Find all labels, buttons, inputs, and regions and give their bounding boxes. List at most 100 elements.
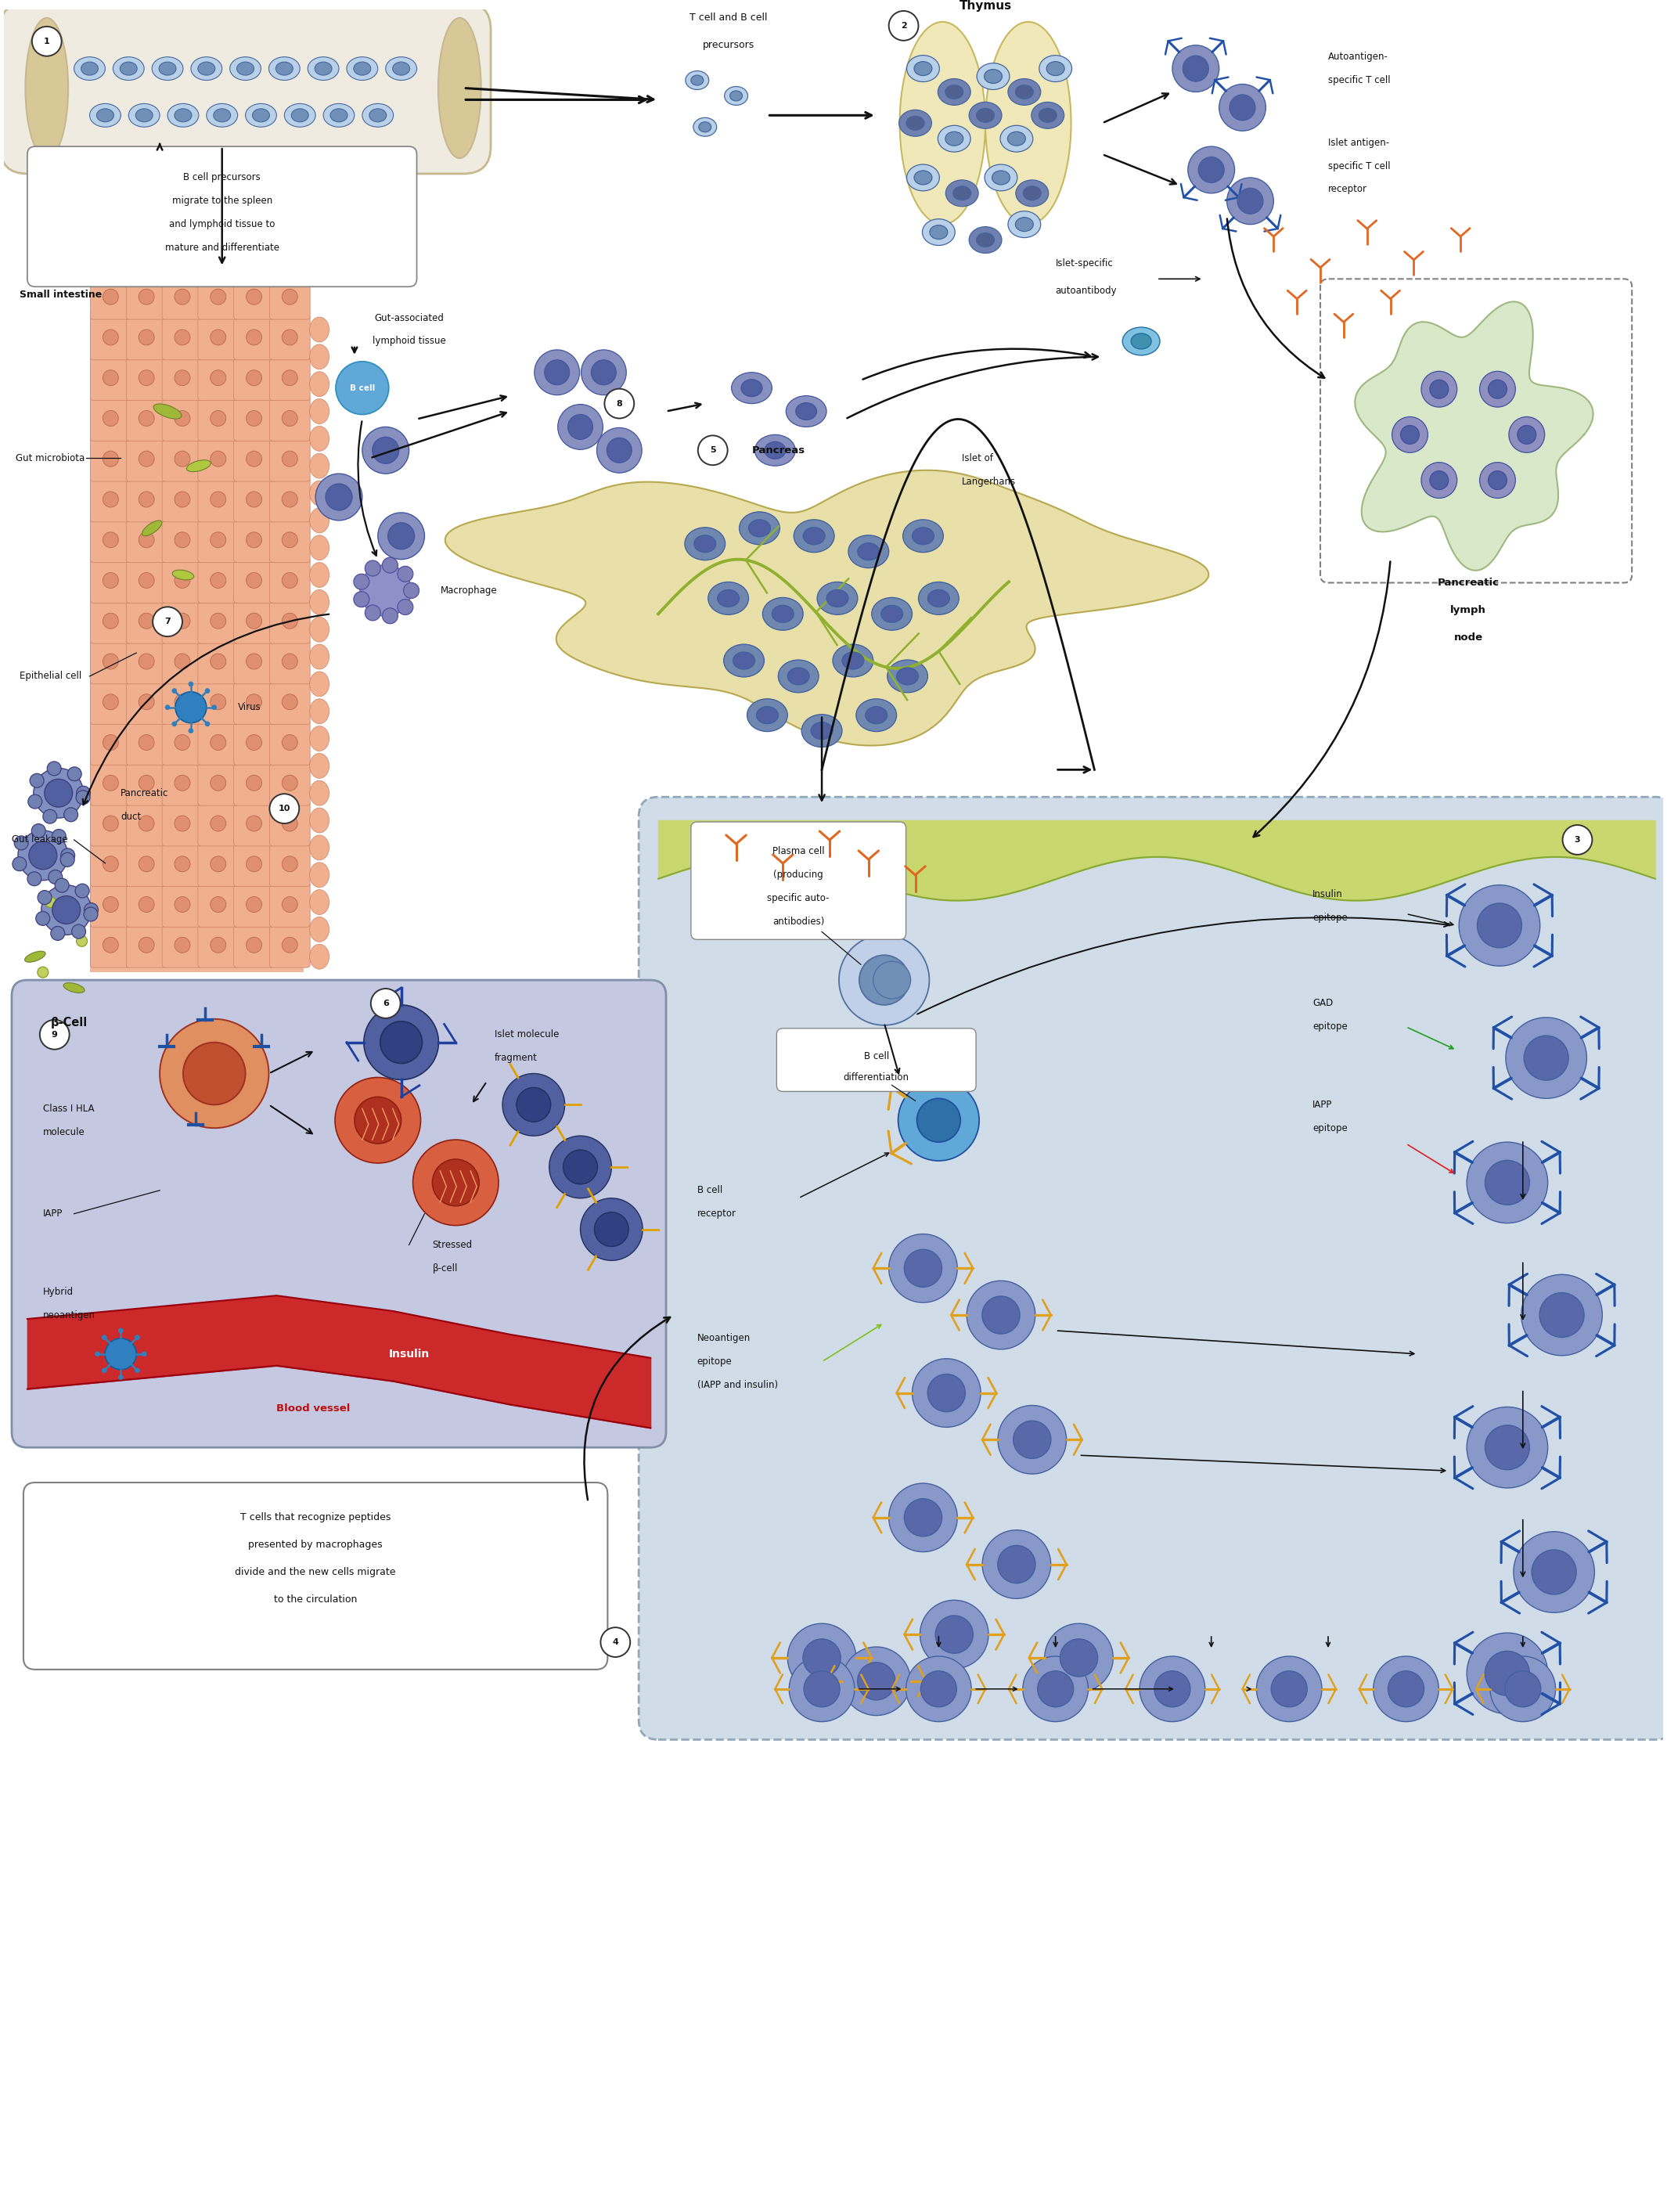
FancyBboxPatch shape — [127, 396, 167, 440]
Circle shape — [175, 533, 190, 549]
Circle shape — [210, 653, 227, 670]
Circle shape — [1490, 1657, 1555, 1721]
Ellipse shape — [192, 58, 222, 80]
Circle shape — [175, 411, 190, 427]
Circle shape — [698, 436, 727, 465]
Circle shape — [1172, 44, 1219, 93]
Circle shape — [210, 938, 227, 953]
FancyBboxPatch shape — [90, 719, 132, 765]
Ellipse shape — [370, 108, 387, 122]
Circle shape — [175, 816, 190, 832]
Circle shape — [282, 290, 298, 305]
FancyBboxPatch shape — [90, 761, 132, 805]
FancyBboxPatch shape — [23, 1482, 607, 1670]
Ellipse shape — [787, 668, 810, 686]
Circle shape — [1257, 1657, 1322, 1721]
Ellipse shape — [912, 526, 934, 544]
FancyBboxPatch shape — [162, 761, 203, 805]
Circle shape — [138, 491, 155, 507]
Circle shape — [282, 330, 298, 345]
Circle shape — [370, 989, 400, 1018]
Circle shape — [282, 856, 298, 872]
FancyBboxPatch shape — [127, 883, 167, 927]
Text: Hybrid: Hybrid — [43, 1287, 73, 1296]
Circle shape — [982, 1296, 1020, 1334]
FancyBboxPatch shape — [198, 518, 238, 562]
Circle shape — [920, 1599, 989, 1668]
Ellipse shape — [939, 126, 970, 153]
Ellipse shape — [308, 58, 338, 80]
Circle shape — [210, 856, 227, 872]
Circle shape — [138, 774, 155, 790]
Circle shape — [1540, 1292, 1584, 1338]
Ellipse shape — [310, 945, 328, 969]
Circle shape — [1562, 825, 1592, 854]
Text: precursors: precursors — [702, 40, 753, 51]
Circle shape — [27, 872, 42, 885]
Circle shape — [210, 451, 227, 467]
Text: 7: 7 — [165, 617, 170, 626]
FancyBboxPatch shape — [127, 478, 167, 522]
Ellipse shape — [230, 58, 262, 80]
Ellipse shape — [310, 480, 328, 507]
Ellipse shape — [977, 108, 994, 122]
Ellipse shape — [438, 18, 482, 159]
Text: IAPP: IAPP — [1312, 1099, 1332, 1110]
Ellipse shape — [1024, 186, 1042, 201]
Ellipse shape — [385, 58, 417, 80]
Ellipse shape — [310, 617, 328, 641]
Circle shape — [372, 438, 398, 465]
FancyBboxPatch shape — [90, 557, 132, 604]
FancyBboxPatch shape — [270, 841, 310, 887]
Text: 8: 8 — [617, 400, 622, 407]
Circle shape — [175, 695, 190, 710]
Ellipse shape — [725, 86, 748, 106]
FancyBboxPatch shape — [270, 518, 310, 562]
Circle shape — [1505, 1670, 1540, 1708]
Ellipse shape — [393, 62, 410, 75]
Text: specific T cell: specific T cell — [1329, 161, 1390, 170]
Circle shape — [282, 411, 298, 427]
Circle shape — [103, 816, 118, 832]
Circle shape — [210, 330, 227, 345]
Ellipse shape — [142, 520, 162, 535]
Circle shape — [138, 734, 155, 750]
Circle shape — [353, 573, 370, 591]
Circle shape — [103, 695, 118, 710]
Circle shape — [967, 1281, 1035, 1349]
Circle shape — [210, 369, 227, 385]
Circle shape — [210, 411, 227, 427]
Text: Stressed: Stressed — [432, 1239, 472, 1250]
Circle shape — [1514, 1531, 1595, 1613]
Text: 4: 4 — [612, 1639, 618, 1646]
FancyBboxPatch shape — [233, 719, 275, 765]
Circle shape — [905, 1657, 972, 1721]
Circle shape — [77, 785, 90, 801]
Text: antibodies): antibodies) — [772, 916, 825, 927]
Circle shape — [874, 962, 910, 1000]
Circle shape — [18, 830, 68, 880]
FancyBboxPatch shape — [233, 597, 275, 644]
Text: Small intestine: Small intestine — [20, 290, 102, 299]
Ellipse shape — [1007, 133, 1025, 146]
Ellipse shape — [793, 520, 834, 553]
Ellipse shape — [842, 653, 864, 670]
FancyBboxPatch shape — [198, 396, 238, 440]
Ellipse shape — [82, 62, 98, 75]
Ellipse shape — [1122, 327, 1160, 356]
Circle shape — [502, 1073, 565, 1135]
Text: Pancreas: Pancreas — [752, 445, 805, 456]
FancyBboxPatch shape — [12, 980, 667, 1447]
Circle shape — [247, 330, 262, 345]
Text: fragment: fragment — [495, 1053, 538, 1064]
FancyBboxPatch shape — [127, 518, 167, 562]
Circle shape — [355, 1097, 402, 1144]
Text: β-cell: β-cell — [432, 1263, 458, 1274]
Ellipse shape — [310, 807, 328, 832]
Ellipse shape — [310, 591, 328, 615]
Polygon shape — [1355, 301, 1594, 571]
FancyBboxPatch shape — [127, 679, 167, 726]
Circle shape — [1199, 157, 1224, 184]
Ellipse shape — [723, 644, 763, 677]
Circle shape — [605, 389, 633, 418]
